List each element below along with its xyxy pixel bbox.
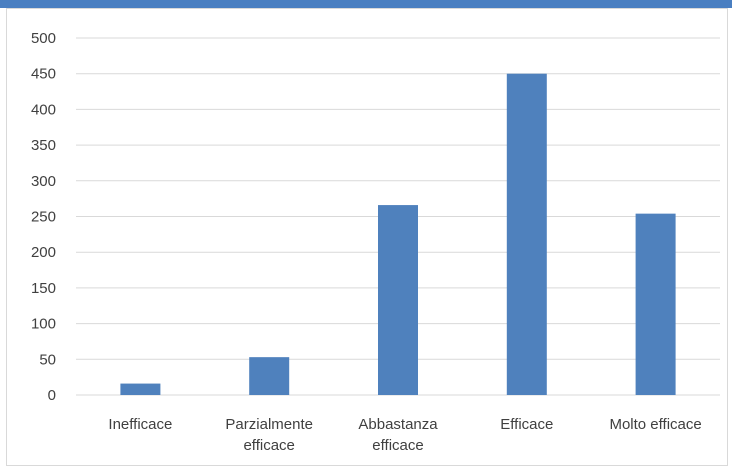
x-category-label-line: efficace: [243, 437, 294, 454]
x-category-label-line: Abbastanza: [358, 416, 438, 433]
x-category-label: Abbastanza efficace: [358, 416, 438, 454]
window-top-bar: [0, 0, 732, 8]
bar-1: [249, 357, 290, 395]
y-tick-label: 0: [48, 387, 56, 404]
y-tick-label: 400: [31, 101, 56, 118]
y-tick-label: 350: [31, 137, 56, 154]
x-category-label: Inefficace: [108, 416, 172, 433]
y-tick-label: 50: [39, 351, 56, 368]
x-category-label: Parzialmente efficace: [225, 416, 313, 454]
y-tick-label: 450: [31, 66, 56, 83]
y-tick-label: 300: [31, 173, 56, 190]
bar-2: [378, 205, 418, 395]
y-tick-label: 100: [31, 316, 56, 333]
x-category-label: Molto efficace: [609, 416, 701, 433]
x-category-label-line: Inefficace: [108, 416, 172, 433]
y-tick-label: 250: [31, 209, 56, 226]
bar-4: [635, 213, 676, 395]
x-category-label-line: Parzialmente: [225, 416, 313, 433]
y-axis-ticks: 0 50 100 150 200 250 300 350 400 450 500: [31, 30, 56, 404]
x-category-label-line: efficace: [372, 437, 423, 454]
y-tick-label: 500: [31, 30, 56, 47]
bar-3: [506, 73, 547, 395]
x-category-label: Efficace: [500, 416, 553, 433]
x-category-label-line: Efficace: [500, 416, 553, 433]
y-tick-label: 200: [31, 244, 56, 261]
bars: [120, 73, 676, 395]
bar-0: [120, 383, 161, 395]
y-tick-label: 150: [31, 280, 56, 297]
x-axis-labels: Inefficace Parzialmente efficaceAbbastanza…: [108, 416, 701, 454]
x-category-label-line: Molto efficace: [609, 416, 701, 433]
